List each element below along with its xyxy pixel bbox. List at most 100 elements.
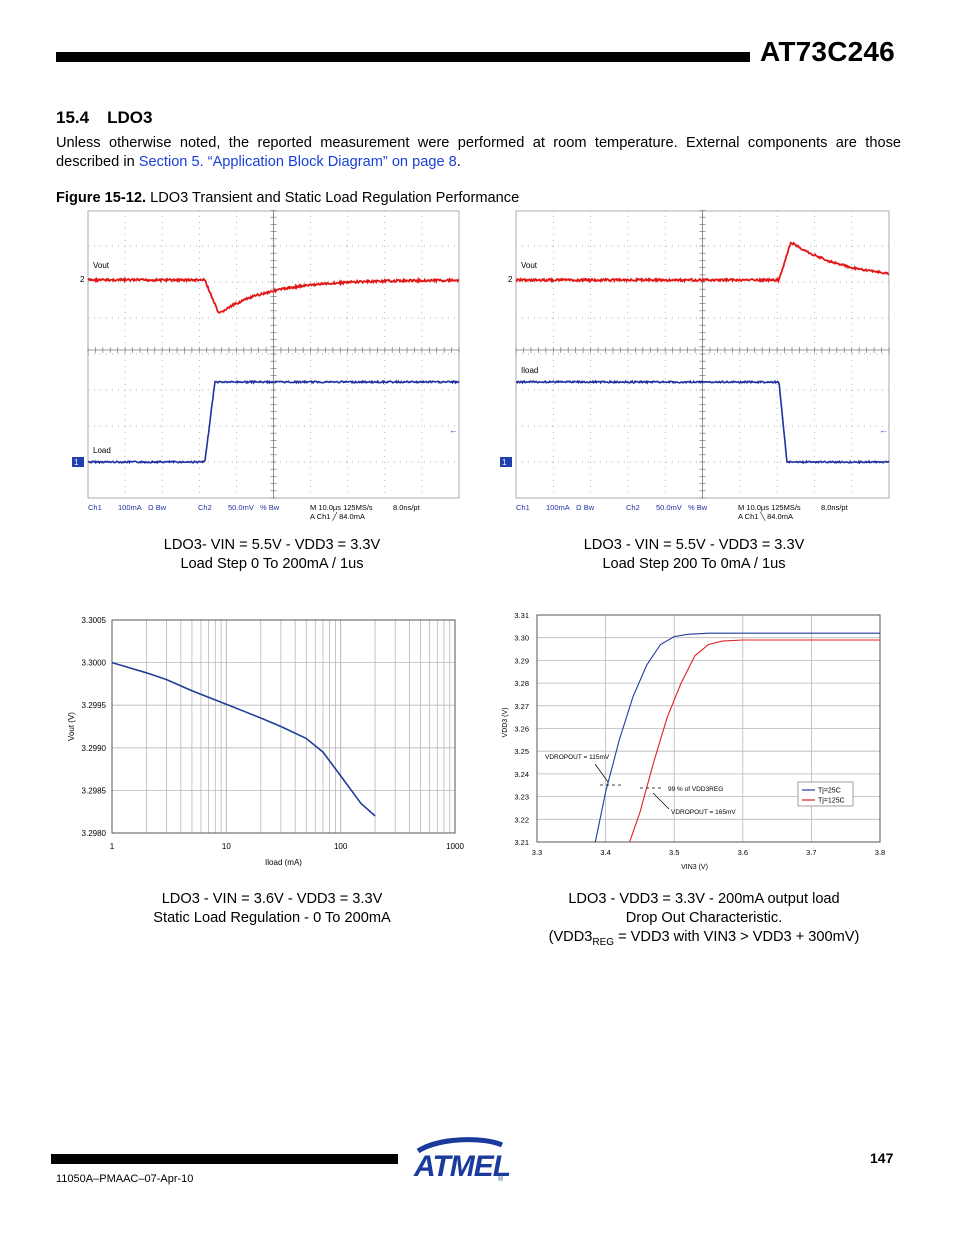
chart2-ytick: 3.27 [514, 702, 529, 711]
load-trace [87, 379, 460, 465]
scope-footer-ch1-scale: 100mA [118, 503, 142, 512]
scope-footer-ch1-coupling: Ω Bw [148, 503, 167, 512]
scope-footer-ch2: Ch2 [626, 503, 640, 512]
scope-left-caption: LDO3- VIN = 5.5V - VDD3 = 3.3V Load Step… [122, 536, 422, 574]
channel-1-marker: 1 [74, 458, 79, 467]
caption-condition: = VDD3 with VIN3 > VDD3 + 300mV) [614, 929, 860, 945]
chart2-ytick: 3.22 [514, 815, 529, 824]
trace-label-load: Iload [521, 366, 538, 375]
chart2-ytick: 3.24 [514, 770, 529, 779]
figure-caption: Figure 15-12. LDO3 Transient and Static … [56, 190, 519, 206]
chart1-caption-line2: Static Load Regulation - 0 To 200mA [153, 910, 391, 926]
chart2-plot-frame [536, 614, 881, 843]
trace-label-vout: Vout [521, 261, 538, 270]
scope-footer-ch2-scale: 50.0mV [656, 503, 682, 512]
annotation-arrow-icon [594, 763, 609, 783]
chart1-series-line [111, 661, 376, 817]
channel-2-marker: 2 [508, 275, 513, 284]
chart2-annotation-99pct: 99 % of VDD3REG [668, 786, 723, 793]
dropout-chart: 3.21 3.22 3.23 3.24 3.25 3.26 3.27 3.28 3.29 3.30… [502, 611, 885, 871]
channel-1-marker-box [72, 457, 84, 467]
chart2-xtick: 3.5 [669, 848, 679, 857]
chart2-caption-line3: (VDD3REG = VDD3 with VIN3 > VDD3 + 300mV… [514, 928, 894, 952]
chart2-caption-line1: LDO3 - VDD3 = 3.3V - 200mA output load [568, 891, 840, 907]
caption-reg-sub: REG [592, 936, 615, 948]
scope-right-caption: LDO3 - VIN = 5.5V - VDD3 = 3.3V Load Ste… [544, 536, 844, 574]
chart2-ytick: 3.29 [514, 656, 529, 665]
chart2-annotation-dropout-25c: VDROPOUT = 115mV [545, 754, 610, 761]
chart1-ytick: 3.2985 [82, 786, 107, 795]
svg-text:®: ® [498, 1175, 504, 1183]
scope-footer-trigger: A Ch1 ╲ 84.0mA [738, 512, 793, 521]
chart2-xtick: 3.6 [738, 848, 748, 857]
trace-label-vout: Vout [93, 261, 110, 270]
svg-text:ATMEL: ATMEL [413, 1150, 510, 1183]
chart1-caption-line1: LDO3 - VIN = 3.6V - VDD3 = 3.3V [161, 891, 383, 907]
scope-footer-ch1: Ch1 [516, 503, 530, 512]
chart1-xlabel: Iload (mA) [265, 858, 302, 867]
channel-1-marker: 1 [502, 458, 507, 467]
scope-footer-timebase: M 10.0µs 125MS/s [310, 503, 373, 512]
chart2-ytick: 3.21 [514, 838, 529, 847]
annotation-arrow-icon [652, 792, 670, 810]
scope-left-caption-line2: Load Step 0 To 200mA / 1us [180, 556, 364, 572]
load-trace [516, 379, 890, 465]
chart1-caption: LDO3 - VIN = 3.6V - VDD3 = 3.3V Static L… [122, 890, 422, 928]
chart2-legend-box [797, 781, 854, 807]
chart2-caption-line2: Drop Out Characteristic. [625, 910, 783, 926]
scope-footer-ch2-scale: 50.0mV [228, 503, 254, 512]
scope-right-caption-line2: Load Step 200 To 0mA / 1us [602, 556, 786, 572]
chart2-ytick: 3.25 [514, 747, 529, 756]
document-title: AT73C246 [760, 36, 895, 67]
chart2-ylabel: VDD3 (V) [502, 708, 509, 738]
scope-footer-sample: 8.0ns/pt [821, 503, 849, 512]
scope-footer-ch2: Ch2 [198, 503, 212, 512]
section-heading: 15.4 LDO3 [56, 108, 152, 128]
footer-rule [51, 1154, 398, 1164]
chart2-caption: LDO3 - VDD3 = 3.3V - 200mA output load D… [514, 890, 894, 952]
scope-grid [88, 210, 459, 498]
scope-capture-left: Vout Load 2 1 ← Ch1 100mA Ω Bw Ch2 50.0mV % Bw M 10… [72, 210, 462, 522]
chart2-ytick: 3.30 [514, 634, 529, 643]
chart1-grid [111, 619, 456, 834]
scope-ticks [515, 210, 890, 499]
chart1-ytick: 3.2990 [82, 744, 107, 753]
scope-footer-sample: 8.0ns/pt [393, 503, 421, 512]
scope-footer-trigger: A Ch1 ╱ 84.0mA [310, 512, 365, 521]
chart1-xtick: 100 [334, 842, 348, 851]
scope-right-caption-line1: LDO3 - VIN = 5.5V - VDD3 = 3.3V [583, 537, 805, 553]
chart1-ytick: 3.3000 [82, 659, 107, 668]
atmel-logo: ATMEL ® [413, 1137, 510, 1183]
scope-footer-timebase: M 10.0µs 125MS/s [738, 503, 801, 512]
scope-footer-ch1-scale: 100mA [546, 503, 570, 512]
document-code: 11050A–PMAAC–07-Apr-10 [56, 1173, 194, 1185]
chart1-plot-frame [111, 619, 456, 834]
chart1-ytick: 3.2980 [82, 829, 107, 838]
figure-label: Figure 15-12. [56, 190, 147, 206]
channel-1-marker-box [500, 457, 512, 467]
vout-trace [515, 241, 890, 284]
chart2-xtick: 3.7 [806, 848, 816, 857]
chart2-series-line [594, 632, 880, 843]
scope-ticks [87, 210, 460, 499]
chart1-ytick: 3.3005 [82, 616, 107, 625]
intro-text: Unless otherwise noted, the reported mea… [56, 135, 901, 170]
legend-label: Tj=25C [818, 788, 841, 795]
chart1-xtick: 1000 [446, 842, 464, 851]
chart1-ylabel: Vout (V) [67, 712, 76, 741]
trigger-arrow-icon: ← [449, 425, 458, 435]
header-rule [56, 52, 750, 62]
trigger-arrow-icon: ← [879, 425, 888, 435]
section-link[interactable]: Section 5. “Application Block Diagram” o… [138, 154, 457, 170]
chart2-xtick: 3.3 [532, 848, 542, 857]
figure-title: LDO3 Transient and Static Load Regulatio… [150, 190, 520, 206]
scope-footer-ch1: Ch1 [88, 503, 102, 512]
trace-label-load: Load [93, 446, 111, 455]
vout-trace [87, 276, 460, 314]
scope-footer-ch2-coupling: % Bw [688, 503, 708, 512]
chart1-xtick: 1 [110, 842, 115, 851]
chart2-series-line [629, 639, 880, 843]
chart2-ytick: 3.31 [514, 611, 529, 620]
chart2-legend: Tj=25C Tj=125C [797, 781, 854, 807]
chart1-ytick: 3.2995 [82, 701, 107, 710]
